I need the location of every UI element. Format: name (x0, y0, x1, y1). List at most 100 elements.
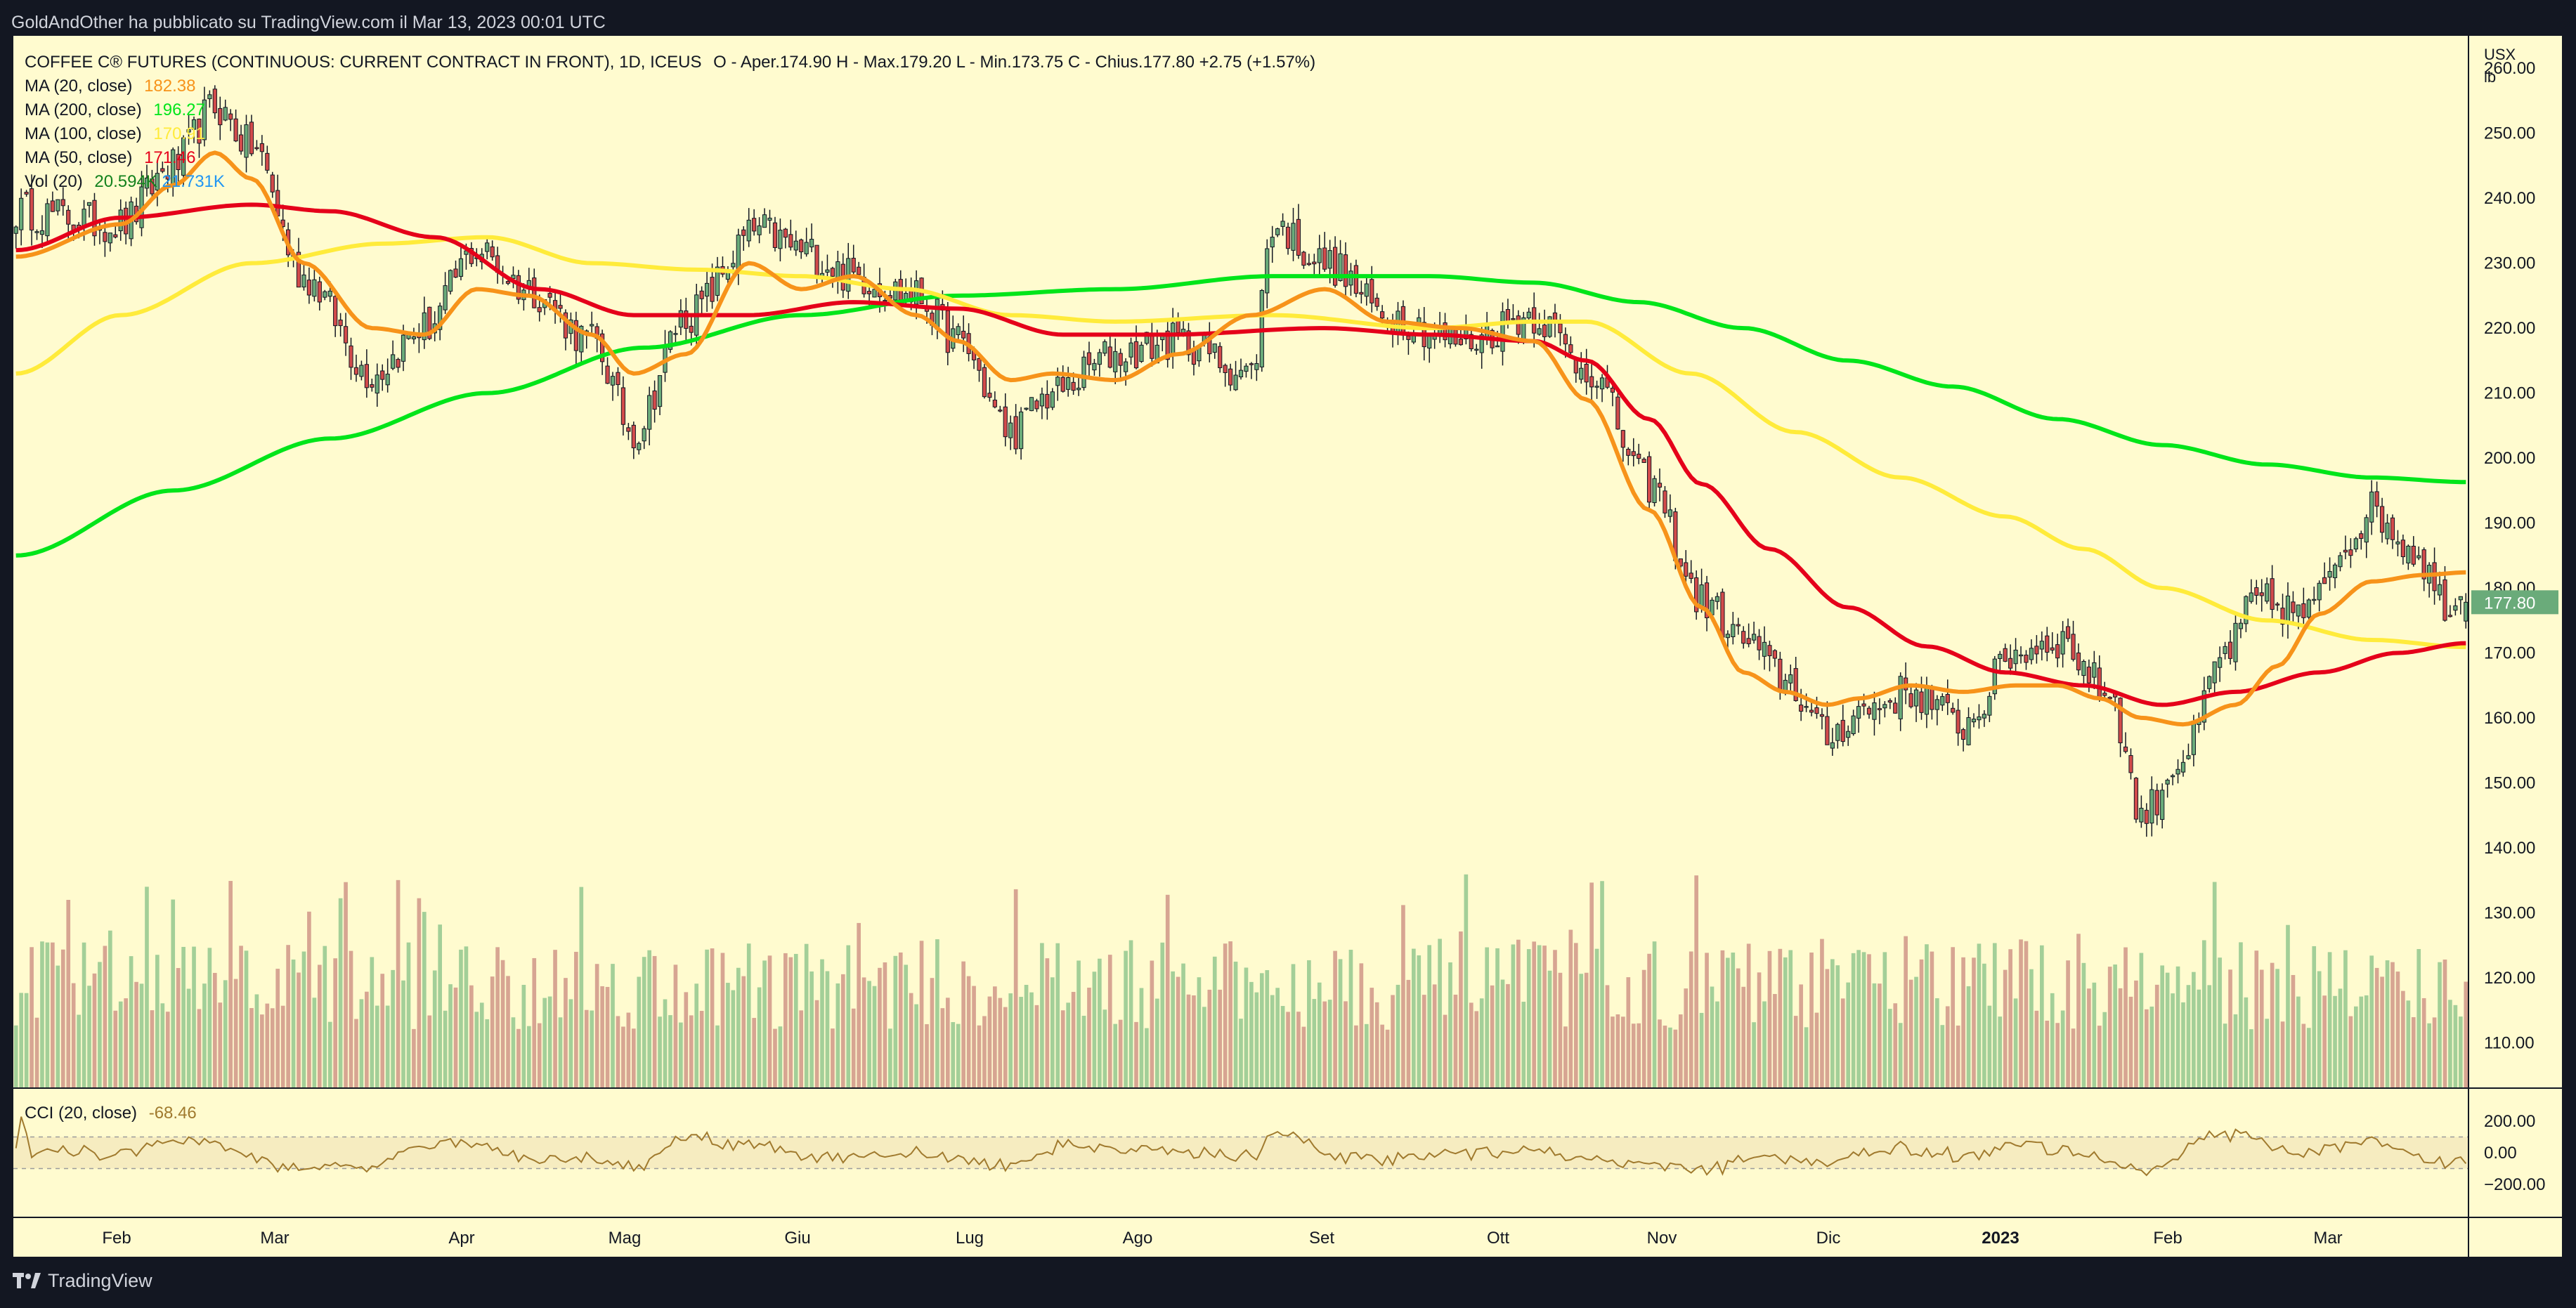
volume-bar (380, 974, 385, 1088)
volume-bar (2395, 972, 2400, 1088)
price-unit-sub: lb (2484, 68, 2496, 86)
candle-body (2180, 761, 2186, 773)
candle (1641, 457, 1646, 463)
candle-body (1474, 348, 1479, 351)
candle-body (2039, 641, 2044, 650)
volume-bar (799, 1010, 804, 1088)
volume-bar (956, 1023, 961, 1088)
candle (1150, 320, 1154, 367)
candle-body (2149, 789, 2154, 824)
volume-bar (2286, 924, 2290, 1088)
candle (254, 140, 259, 151)
volume-bar (108, 930, 112, 1088)
candle-body (1542, 325, 1547, 337)
volume-bar (705, 949, 709, 1088)
volume-bar (1867, 954, 1871, 1088)
candle-body (600, 333, 605, 362)
candle-body (1505, 309, 1511, 322)
candle-body (1144, 332, 1150, 344)
candle-body (2008, 658, 2013, 669)
volume-bar (1066, 1002, 1070, 1088)
candle (1223, 363, 1228, 387)
indicator-ma200[interactable]: MA (200, close) 196.27 (25, 98, 1315, 122)
volume-bar (30, 947, 34, 1088)
candle-body (453, 268, 458, 278)
volume-bar (2060, 1010, 2065, 1088)
candle-body (883, 300, 887, 302)
volume-bar (1165, 894, 1170, 1088)
candle-body (2097, 667, 2102, 698)
volume-bar (1762, 1001, 1767, 1088)
volume-bar (1081, 1015, 1086, 1088)
candle-body (1599, 377, 1605, 390)
volume-bar (1611, 1016, 1615, 1088)
volume-bar (479, 1002, 484, 1088)
candle (1066, 367, 1071, 397)
candle-body (202, 99, 207, 140)
volume-bar (767, 955, 772, 1088)
volume-bar (1621, 1016, 1625, 1088)
symbol-title[interactable]: COFFEE C® FUTURES (CONTINUOUS: CURRENT C… (25, 53, 702, 72)
chart-frame[interactable]: USX lb 260.00 250.00 240.00 230.00 220.00 210.0… (13, 36, 2562, 1257)
volume-bar (1605, 985, 1610, 1088)
volume-bar (762, 960, 767, 1088)
volume-bar (134, 981, 138, 1088)
candle (92, 192, 97, 246)
candle-body (1877, 708, 1882, 710)
volume-bar (1270, 995, 1275, 1088)
candle (1542, 309, 1547, 346)
candle-body (1689, 573, 1693, 579)
time-axis-label: Ott (1487, 1229, 1509, 1248)
volume-bar (1045, 958, 1050, 1088)
candle (1128, 337, 1133, 365)
candle (1118, 348, 1123, 379)
candle-body (275, 190, 280, 216)
cci-legend[interactable]: CCI (20, close) -68.46 (25, 1104, 197, 1123)
candle (1233, 360, 1238, 391)
tradingview-footer[interactable]: TradingView (13, 1270, 152, 1292)
volume-bar (1872, 983, 1877, 1088)
volume-bar (1406, 979, 1411, 1088)
candle (1359, 280, 1364, 304)
volume-bar (684, 992, 689, 1088)
volume-bar (2154, 984, 2159, 1088)
indicator-ma100[interactable]: MA (100, close) 170.91 (25, 122, 1315, 146)
volume-bar (1228, 941, 1232, 1088)
indicator-label: MA (20, close) (25, 77, 133, 96)
candle (1913, 683, 1919, 722)
indicator-ma50[interactable]: MA (50, close) 171.46 (25, 146, 1315, 170)
candle-body (1458, 339, 1464, 346)
moving-average-lines (15, 150, 2466, 727)
candle-body (1558, 323, 1563, 334)
volume-bar (966, 976, 971, 1088)
volume-bar (145, 887, 149, 1088)
volume-bar (312, 998, 317, 1088)
indicator-ma20[interactable]: MA (20, close) 182.38 (25, 74, 1315, 98)
candle (511, 266, 516, 289)
volume-bar (1914, 976, 1918, 1088)
volume-bar (56, 965, 60, 1088)
candle (809, 223, 814, 252)
candle-body (2050, 647, 2055, 650)
volume-bar (1940, 1025, 1945, 1088)
indicator-volume[interactable]: Vol (20) 20.594K 21.731K (25, 170, 1315, 194)
candle-body (1060, 377, 1065, 392)
candle (2379, 497, 2385, 543)
volume-bar (417, 898, 422, 1088)
volume-bar (2081, 962, 2086, 1088)
candle (1547, 315, 1552, 339)
candle (2039, 631, 2044, 661)
volume-bar (2343, 950, 2348, 1088)
candle-body (699, 290, 704, 299)
candle-body (2296, 604, 2301, 617)
volume-bar (2249, 1029, 2253, 1088)
volume-bar (793, 953, 798, 1088)
volume-bar (993, 986, 997, 1088)
volume-bar (699, 1011, 704, 1088)
volume-bar (443, 1010, 448, 1088)
candle-body (265, 152, 270, 171)
volume-bar (1259, 973, 1264, 1088)
candle-body (1579, 367, 1584, 380)
candle (448, 269, 453, 295)
